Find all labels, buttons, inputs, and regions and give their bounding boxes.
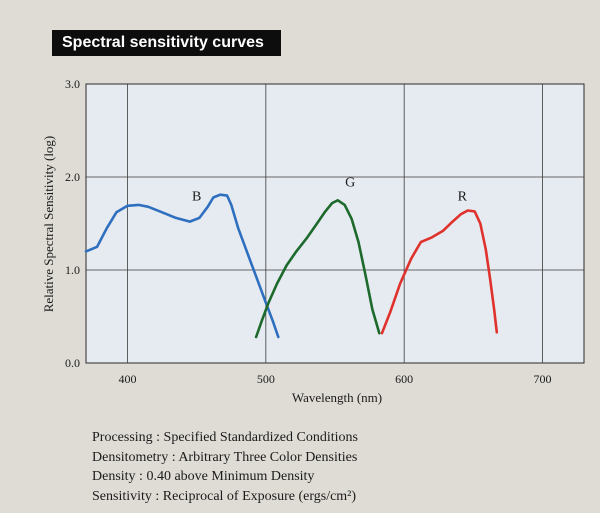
- x-tick-label: 600: [395, 372, 413, 386]
- note-processing: Processing : Specified Standardized Cond…: [92, 430, 358, 445]
- series-label-b: B: [192, 189, 201, 204]
- series-lines: [84, 193, 499, 339]
- chart-title: Spectral sensitivity curves: [52, 30, 281, 56]
- plot-area: [85, 83, 585, 364]
- grid: [86, 84, 584, 363]
- y-tick-labels: 0.0 1.0 2.0 3.0: [65, 77, 80, 370]
- y-tick-label: 2.0: [65, 170, 80, 184]
- series-line-r: [380, 209, 499, 335]
- note-density: Density : 0.40 above Minimum Density: [92, 469, 315, 485]
- processing-notes: Processing : Specified Standardized Cond…: [92, 428, 358, 506]
- x-axis-label: Wavelength (nm): [292, 390, 382, 405]
- series-label-r: R: [458, 189, 468, 204]
- spectral-sensitivity-chart: 0.0 1.0 2.0 3.0 400 500 600 700 B G R Wavelength…: [41, 77, 585, 405]
- note-sensitivity: Sensitivity : Reciprocal of Exposure (er…: [92, 488, 357, 504]
- series-line-g: [254, 199, 381, 339]
- series-line-b: [84, 193, 280, 339]
- y-axis-label: Relative Spectral Sensitivity (log): [41, 136, 56, 313]
- y-tick-label: 0.0: [65, 356, 80, 370]
- x-tick-labels: 400 500 600 700: [119, 372, 552, 386]
- series-label-g: G: [345, 175, 355, 190]
- x-tick-label: 700: [534, 372, 552, 386]
- note-densitometry: Densitometry : Arbitrary Three Color Den…: [92, 449, 358, 465]
- y-tick-label: 1.0: [65, 263, 80, 277]
- series-labels: BGR: [192, 175, 468, 204]
- y-tick-label: 3.0: [65, 77, 80, 91]
- x-tick-label: 400: [119, 372, 137, 386]
- x-tick-label: 500: [257, 372, 275, 386]
